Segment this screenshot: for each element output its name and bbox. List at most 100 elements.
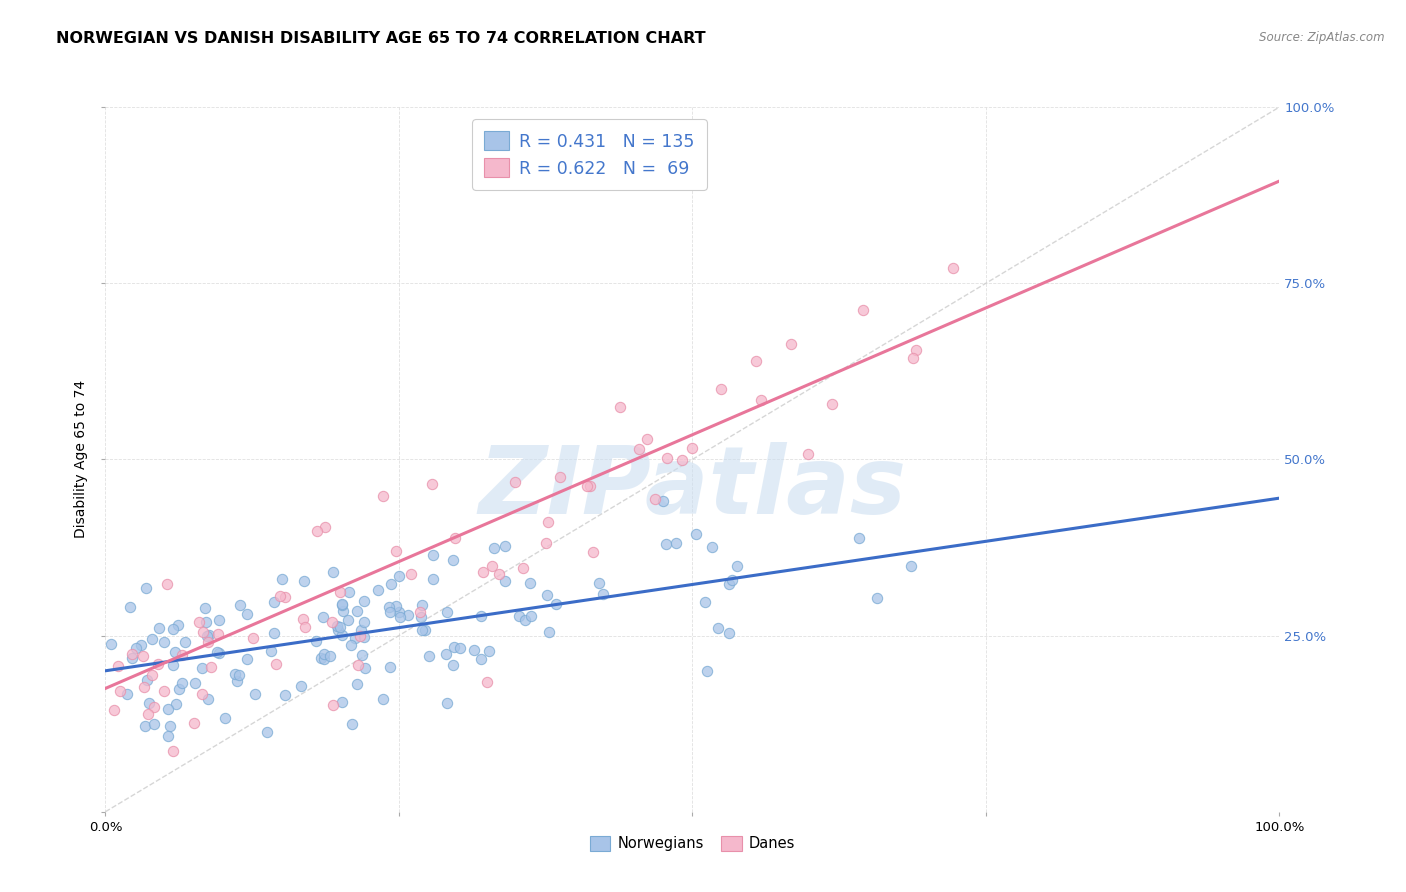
- Point: [174, 635, 197, 649]
- Point: [409, 610, 432, 624]
- Point: [184, 676, 207, 690]
- Point: [312, 652, 335, 666]
- Point: [236, 652, 259, 666]
- Point: [745, 354, 768, 368]
- Point: [159, 718, 181, 732]
- Legend: Norwegians, Danes: Norwegians, Danes: [583, 830, 801, 857]
- Point: [107, 659, 129, 673]
- Point: [146, 657, 169, 671]
- Point: [420, 477, 443, 491]
- Point: [270, 572, 292, 586]
- Point: [162, 744, 184, 758]
- Point: [866, 591, 889, 605]
- Point: [415, 624, 437, 638]
- Point: [537, 515, 560, 529]
- Point: [508, 608, 530, 623]
- Point: [329, 585, 352, 599]
- Point: [319, 648, 342, 663]
- Point: [749, 392, 772, 407]
- Point: [463, 643, 485, 657]
- Point: [197, 634, 219, 648]
- Point: [903, 351, 925, 365]
- Point: [388, 569, 411, 583]
- Point: [121, 650, 143, 665]
- Point: [142, 716, 165, 731]
- Point: [134, 719, 156, 733]
- Point: [644, 492, 666, 507]
- Point: [371, 490, 394, 504]
- Point: [191, 661, 214, 675]
- Point: [162, 622, 184, 636]
- Point: [582, 545, 605, 559]
- Point: [195, 615, 218, 630]
- Point: [700, 540, 723, 554]
- Point: [436, 696, 458, 710]
- Point: [322, 698, 344, 713]
- Point: [214, 711, 236, 725]
- Point: [148, 622, 170, 636]
- Point: [519, 576, 541, 591]
- Point: [172, 675, 194, 690]
- Point: [193, 625, 215, 640]
- Point: [471, 565, 494, 579]
- Point: [264, 657, 287, 672]
- Point: [321, 615, 343, 629]
- Point: [291, 612, 314, 626]
- Point: [546, 597, 568, 611]
- Point: [118, 599, 141, 614]
- Point: [434, 647, 457, 661]
- Point: [900, 559, 922, 574]
- Point: [378, 606, 401, 620]
- Point: [330, 628, 353, 642]
- Point: [443, 640, 465, 654]
- Point: [228, 668, 250, 682]
- Point: [135, 581, 157, 595]
- Point: [207, 627, 229, 641]
- Point: [138, 697, 160, 711]
- Point: [314, 520, 336, 534]
- Point: [380, 577, 402, 591]
- Point: [292, 574, 315, 589]
- Point: [347, 658, 370, 673]
- Point: [157, 729, 180, 743]
- Point: [121, 647, 143, 661]
- Point: [685, 527, 707, 541]
- Point: [195, 629, 218, 643]
- Point: [152, 684, 174, 698]
- Point: [226, 673, 249, 688]
- Point: [197, 691, 219, 706]
- Point: [436, 605, 458, 619]
- Point: [710, 382, 733, 396]
- Point: [172, 648, 194, 663]
- Point: [353, 594, 375, 608]
- Y-axis label: Disability Age 65 to 74: Disability Age 65 to 74: [75, 380, 89, 539]
- Point: [162, 657, 184, 672]
- Point: [274, 590, 297, 604]
- Point: [197, 628, 219, 642]
- Point: [136, 706, 159, 721]
- Point: [512, 561, 534, 575]
- Point: [942, 260, 965, 275]
- Point: [344, 632, 367, 646]
- Point: [326, 619, 349, 633]
- Point: [665, 536, 688, 550]
- Point: [263, 595, 285, 609]
- Text: Source: ZipAtlas.com: Source: ZipAtlas.com: [1260, 31, 1385, 45]
- Point: [548, 470, 571, 484]
- Point: [290, 679, 312, 693]
- Point: [242, 631, 264, 645]
- Point: [707, 621, 730, 635]
- Point: [132, 680, 155, 694]
- Point: [330, 598, 353, 612]
- Point: [725, 558, 748, 573]
- Point: [153, 634, 176, 648]
- Point: [494, 539, 516, 553]
- Point: [780, 337, 803, 351]
- Point: [260, 644, 283, 658]
- Point: [409, 605, 432, 619]
- Point: [156, 702, 179, 716]
- Point: [200, 660, 222, 674]
- Point: [337, 585, 360, 599]
- Point: [142, 699, 165, 714]
- Point: [346, 677, 368, 691]
